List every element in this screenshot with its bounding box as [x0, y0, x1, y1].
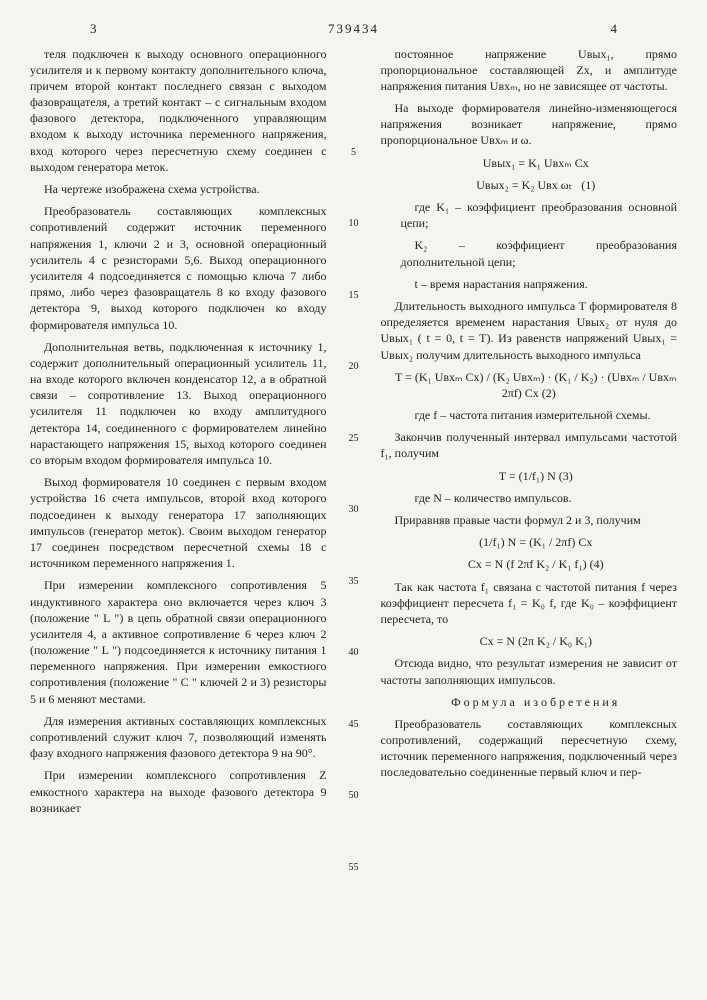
formula-4a: (1/f₁) N = (K₁ / 2πf) Cх	[381, 534, 678, 550]
line-num: 55	[345, 861, 363, 875]
line-num: 50	[345, 789, 363, 803]
formula-5: Cх = N (2π K₂ / K₀ K₁)	[381, 633, 678, 649]
where-text: t – время нарастания напряжения.	[381, 276, 678, 292]
paragraph: Приравняв правые части формул 2 и 3, пол…	[381, 512, 678, 528]
paragraph: постоянное напряжение Uвых₁, прямо пропо…	[381, 46, 678, 95]
page-header: 3 739434 4	[30, 20, 677, 46]
paragraph: Преобразователь составляющих комплексных…	[381, 716, 678, 781]
paragraph: При измерении комплексного сопротивления…	[30, 767, 327, 816]
line-num: 30	[345, 503, 363, 517]
line-num: 5	[345, 146, 363, 160]
line-num: 20	[345, 360, 363, 374]
paragraph: На выходе формирователя линейно-изменяющ…	[381, 100, 678, 149]
formula-1b: Uвых₂ = K₂ Uвх ωₜ (1)	[381, 177, 678, 193]
page-left: 3	[90, 20, 97, 38]
formula-1a: Uвых₁ = K₁ Uвхₘ Cх	[381, 155, 678, 171]
line-num: 10	[345, 217, 363, 231]
paragraph: Дополнительная ветвь, подключенная к ист…	[30, 339, 327, 469]
where-text: где N – количество импульсов.	[381, 490, 678, 506]
paragraph: Так как частота f₁ связана с частотой пи…	[381, 579, 678, 628]
where-text: где K₁ – коэффициент преобразования осно…	[381, 199, 678, 231]
formula-3: T = (1/f₁) N (3)	[381, 468, 678, 484]
paragraph: Закончив полученный интервал импульсами …	[381, 429, 678, 461]
paragraph: На чертеже изображена схема устройства.	[30, 181, 327, 197]
paragraph: Отсюда видно, что результат измерения не…	[381, 655, 678, 687]
line-numbers-gutter: 5 10 15 20 25 30 35 40 45 50 55	[345, 46, 363, 933]
left-column: теля подключен к выходу основного операц…	[30, 46, 327, 933]
where-text: где f – частота питания измерительной сх…	[381, 407, 678, 423]
claims-title: Формула изобретения	[381, 694, 678, 710]
paragraph: Преобразователь составляющих комплексных…	[30, 203, 327, 333]
right-column: постоянное напряжение Uвых₁, прямо пропо…	[381, 46, 678, 933]
page-right: 4	[611, 20, 618, 38]
paragraph: Для измерения активных составляющих комп…	[30, 713, 327, 762]
formula-2: T = (K₁ Uвхₘ Cх) / (K₂ Uвхₘ) · (K₁ / K₂)…	[381, 369, 678, 401]
formula-4b: Cх = N (f 2πf K₂ / K₁ f₁) (4)	[381, 556, 678, 572]
where-text: K₂ – коэффициент преобразования дополнит…	[381, 237, 678, 269]
paragraph: Выход формирователя 10 соединен с первым…	[30, 474, 327, 571]
paragraph: Длительность выходного импульса T формир…	[381, 298, 678, 363]
line-num: 15	[345, 289, 363, 303]
line-num: 35	[345, 575, 363, 589]
paragraph: теля подключен к выходу основного операц…	[30, 46, 327, 176]
line-num: 40	[345, 646, 363, 660]
page-number: 739434	[328, 20, 379, 38]
line-num: 25	[345, 432, 363, 446]
paragraph: При измерении комплексного сопротивления…	[30, 577, 327, 707]
line-num: 45	[345, 718, 363, 732]
text-columns: теля подключен к выходу основного операц…	[30, 46, 677, 933]
